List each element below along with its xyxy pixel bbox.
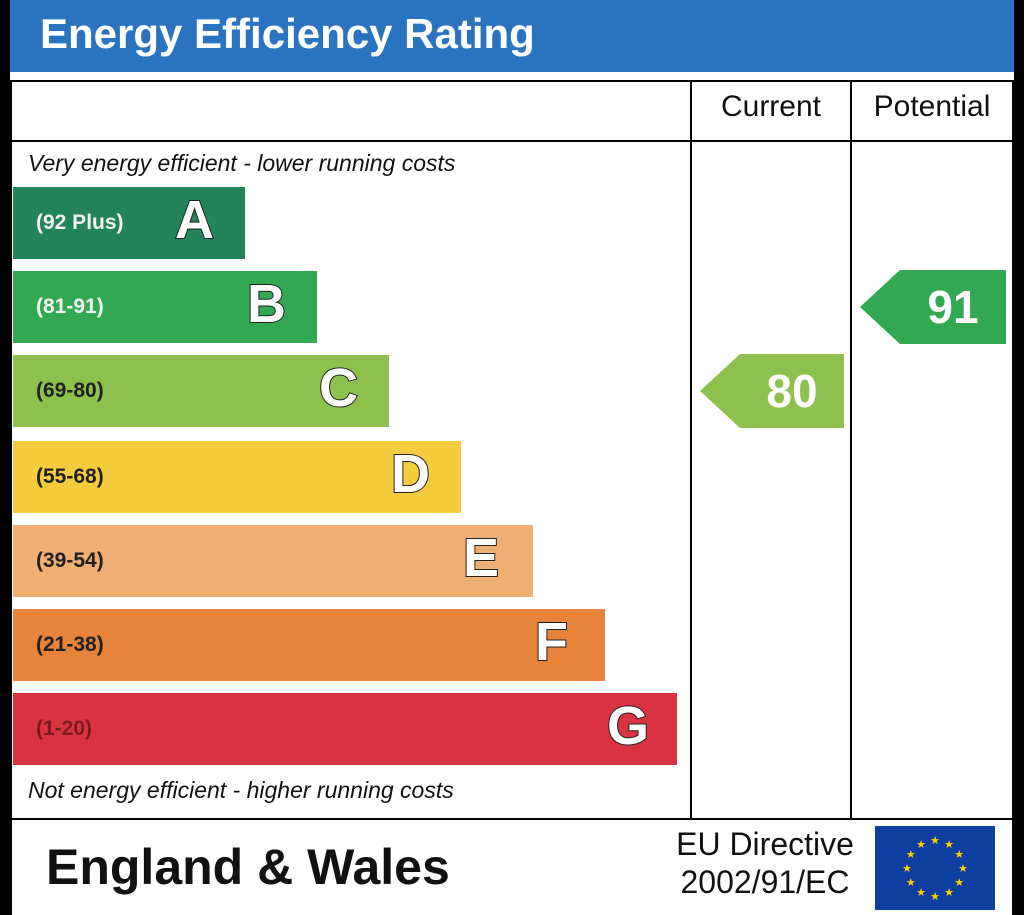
band-e-letter: E (462, 527, 500, 589)
band-e-range: (39-54) (36, 549, 104, 572)
band-d: (55-68) D (13, 441, 461, 513)
grid-header-bottom (10, 140, 1014, 142)
potential-arrow-shape (860, 270, 1006, 344)
band-d-range: (55-68) (36, 465, 104, 488)
band-b: (81-91) B (13, 271, 317, 343)
top-note: Very energy efficient - lower running co… (28, 150, 456, 176)
eu-directive: EU Directive 2002/91/EC (665, 825, 865, 901)
directive-line-1: EU Directive (676, 826, 854, 862)
band-a: (92 Plus) A (13, 187, 245, 259)
band-a-range: (92 Plus) (36, 211, 124, 234)
eu-star: ★ (916, 887, 926, 899)
band-g: (1-20) G (13, 693, 677, 765)
band-c-range: (69-80) (36, 379, 104, 402)
eu-star: ★ (916, 839, 926, 851)
band-b-range: (81-91) (36, 295, 104, 318)
band-f: (21-38) F (13, 609, 605, 681)
eu-star: ★ (944, 839, 954, 851)
potential-column-header: Potential (873, 90, 991, 123)
title-bar: Energy Efficiency Rating (10, 0, 1014, 72)
grid-left (10, 80, 12, 915)
grid-current-divider (690, 80, 692, 820)
eu-star: ★ (958, 863, 968, 875)
eu-star: ★ (954, 877, 964, 889)
band-c-letter: C (318, 357, 359, 419)
eu-flag-icon: ★ ★ ★ ★ ★ ★ ★ ★ ★ ★ ★ ★ (875, 826, 995, 910)
band-a-letter: A (174, 189, 215, 251)
current-rating-arrow (700, 354, 844, 428)
band-c: (69-80) C (13, 355, 389, 427)
chart-title: Energy Efficiency Rating (40, 10, 535, 57)
eu-star: ★ (930, 835, 940, 847)
eu-star: ★ (954, 849, 964, 861)
eu-star: ★ (906, 849, 916, 861)
band-b-letter: B (246, 273, 287, 335)
band-g-range: (1-20) (36, 717, 93, 740)
grid-top (10, 80, 1014, 82)
grid-footer-top (10, 818, 1014, 820)
eu-star: ★ (906, 877, 916, 889)
grid-potential-divider (850, 80, 852, 820)
potential-rating-value: 91 (927, 281, 979, 333)
region-label: England & Wales (46, 839, 450, 895)
current-column-header: Current (720, 90, 822, 123)
potential-rating-arrow (860, 270, 1006, 344)
band-d-letter: D (390, 443, 431, 505)
epc-chart: Energy Efficiency Rating Current Potenti… (10, 0, 1014, 915)
directive-line-2: 2002/91/EC (680, 864, 850, 900)
bottom-note: Not energy efficient - higher running co… (28, 777, 454, 803)
eu-star: ★ (930, 891, 940, 903)
band-f-range: (21-38) (36, 633, 104, 656)
eu-star: ★ (902, 863, 912, 875)
band-g-letter: G (606, 695, 650, 757)
band-e: (39-54) E (13, 525, 533, 597)
grid-right (1012, 80, 1014, 915)
eu-star: ★ (944, 887, 954, 899)
current-arrow-shape (700, 354, 844, 428)
band-f-letter: F (534, 611, 569, 673)
current-rating-value: 80 (766, 365, 818, 417)
